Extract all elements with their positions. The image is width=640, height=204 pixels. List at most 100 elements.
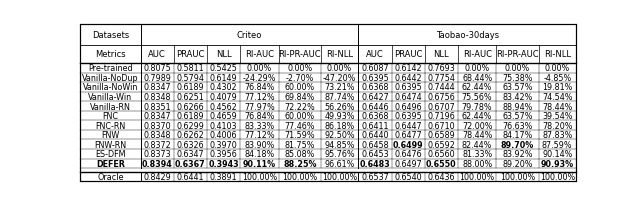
Text: 100.00%: 100.00% xyxy=(540,172,575,181)
Text: ES-DFM: ES-DFM xyxy=(95,150,125,159)
Text: 0.4302: 0.4302 xyxy=(210,83,237,92)
Text: 0.00%: 0.00% xyxy=(327,64,352,73)
Text: 0.6326: 0.6326 xyxy=(177,140,204,149)
Text: 0.6446: 0.6446 xyxy=(361,102,388,111)
Text: 0.6189: 0.6189 xyxy=(177,112,204,121)
Text: 0.6347: 0.6347 xyxy=(177,150,204,159)
Text: 76.63%: 76.63% xyxy=(502,121,532,130)
Text: 100.00%: 100.00% xyxy=(282,172,317,181)
Text: Datasets: Datasets xyxy=(92,31,129,40)
Text: 19.81%: 19.81% xyxy=(542,83,572,92)
Text: 76.84%: 76.84% xyxy=(244,112,275,121)
Text: 77.12%: 77.12% xyxy=(244,93,275,101)
Text: 90.93%: 90.93% xyxy=(541,159,574,168)
Text: 0.8348: 0.8348 xyxy=(143,131,171,140)
Text: 0.6395: 0.6395 xyxy=(361,73,388,82)
Text: 49.93%: 49.93% xyxy=(324,112,355,121)
Text: 0.6262: 0.6262 xyxy=(177,131,204,140)
Text: FNC: FNC xyxy=(102,112,118,121)
Text: 0.6483: 0.6483 xyxy=(360,159,390,168)
Text: 0.6266: 0.6266 xyxy=(177,102,204,111)
Text: 0.4079: 0.4079 xyxy=(210,93,237,101)
Text: RI-NLL: RI-NLL xyxy=(544,50,571,59)
Text: 90.11%: 90.11% xyxy=(243,159,276,168)
Text: Vanilla-NoDup: Vanilla-NoDup xyxy=(82,73,139,82)
Text: 81.33%: 81.33% xyxy=(462,150,492,159)
Text: Vanilla-RN: Vanilla-RN xyxy=(90,102,131,111)
Text: 0.5811: 0.5811 xyxy=(177,64,204,73)
Text: PRAUC: PRAUC xyxy=(176,50,205,59)
Text: 0.8348: 0.8348 xyxy=(143,93,171,101)
Text: RI-NLL: RI-NLL xyxy=(326,50,353,59)
Text: 0.7444: 0.7444 xyxy=(428,83,455,92)
Text: 72.22%: 72.22% xyxy=(284,102,315,111)
Text: 0.6458: 0.6458 xyxy=(361,140,388,149)
Text: 0.6368: 0.6368 xyxy=(361,83,388,92)
Text: 0.00%: 0.00% xyxy=(505,64,530,73)
Text: PRAUC: PRAUC xyxy=(394,50,422,59)
Text: 0.7693: 0.7693 xyxy=(428,64,455,73)
Text: RI-AUC: RI-AUC xyxy=(463,50,492,59)
Text: 0.6477: 0.6477 xyxy=(394,131,422,140)
Text: 88.94%: 88.94% xyxy=(502,102,532,111)
Text: NLL: NLL xyxy=(216,50,232,59)
Text: 0.7196: 0.7196 xyxy=(428,112,455,121)
Text: 83.33%: 83.33% xyxy=(244,121,275,130)
Text: 0.8370: 0.8370 xyxy=(143,121,171,130)
Text: 0.6710: 0.6710 xyxy=(428,121,455,130)
Text: 0.6427: 0.6427 xyxy=(361,93,388,101)
Text: Vanilla-Win: Vanilla-Win xyxy=(88,93,132,101)
Text: 0.6560: 0.6560 xyxy=(428,150,455,159)
Text: 0.6367: 0.6367 xyxy=(175,159,205,168)
Text: RI-PR-AUC: RI-PR-AUC xyxy=(496,50,539,59)
Text: Pre-trained: Pre-trained xyxy=(88,64,132,73)
Text: 83.90%: 83.90% xyxy=(244,140,275,149)
Text: 92.50%: 92.50% xyxy=(324,131,355,140)
Text: 0.6756: 0.6756 xyxy=(428,93,455,101)
Text: 100.00%: 100.00% xyxy=(242,172,277,181)
Text: 0.00%: 0.00% xyxy=(465,64,490,73)
Text: 89.20%: 89.20% xyxy=(502,159,532,168)
Text: 0.5794: 0.5794 xyxy=(177,73,204,82)
Text: FNC-RN: FNC-RN xyxy=(95,121,125,130)
Text: 0.4006: 0.4006 xyxy=(210,131,237,140)
Text: Criteo: Criteo xyxy=(237,31,262,40)
Text: 0.6440: 0.6440 xyxy=(361,131,388,140)
Text: 0.3943: 0.3943 xyxy=(209,159,239,168)
Text: 0.6411: 0.6411 xyxy=(361,121,388,130)
Text: 71.59%: 71.59% xyxy=(285,131,315,140)
Text: 56.26%: 56.26% xyxy=(324,102,355,111)
Text: 0.00%: 0.00% xyxy=(247,64,272,73)
Text: 0.6474: 0.6474 xyxy=(394,93,422,101)
Text: 77.97%: 77.97% xyxy=(244,102,275,111)
Text: 0.6436: 0.6436 xyxy=(428,172,455,181)
Text: 78.44%: 78.44% xyxy=(542,102,572,111)
Text: 0.6395: 0.6395 xyxy=(394,83,422,92)
Text: 100.00%: 100.00% xyxy=(500,172,535,181)
Text: 69.84%: 69.84% xyxy=(285,93,315,101)
Text: 0.00%: 0.00% xyxy=(545,64,570,73)
Text: 75.56%: 75.56% xyxy=(462,93,493,101)
Text: 0.6251: 0.6251 xyxy=(177,93,204,101)
Text: -4.85%: -4.85% xyxy=(543,73,572,82)
Text: 0.6395: 0.6395 xyxy=(394,112,422,121)
Text: DEFER: DEFER xyxy=(96,159,125,168)
Text: 0.00%: 0.00% xyxy=(287,64,312,73)
Text: 90.14%: 90.14% xyxy=(542,150,572,159)
Text: 74.54%: 74.54% xyxy=(542,93,573,101)
Text: 63.57%: 63.57% xyxy=(502,83,532,92)
Text: 0.4103: 0.4103 xyxy=(210,121,237,130)
Text: 0.6497: 0.6497 xyxy=(394,159,422,168)
Text: 0.3891: 0.3891 xyxy=(210,172,237,181)
Text: 0.6496: 0.6496 xyxy=(394,102,422,111)
Text: 0.6537: 0.6537 xyxy=(361,172,388,181)
Text: -2.70%: -2.70% xyxy=(285,73,314,82)
Text: 0.6299: 0.6299 xyxy=(177,121,204,130)
Text: 0.8351: 0.8351 xyxy=(143,102,171,111)
Text: 0.3956: 0.3956 xyxy=(210,150,237,159)
Text: 0.6441: 0.6441 xyxy=(177,172,204,181)
Text: 0.6442: 0.6442 xyxy=(394,73,422,82)
Text: 0.7754: 0.7754 xyxy=(428,73,455,82)
Text: 95.76%: 95.76% xyxy=(324,150,355,159)
Text: 82.44%: 82.44% xyxy=(462,140,492,149)
